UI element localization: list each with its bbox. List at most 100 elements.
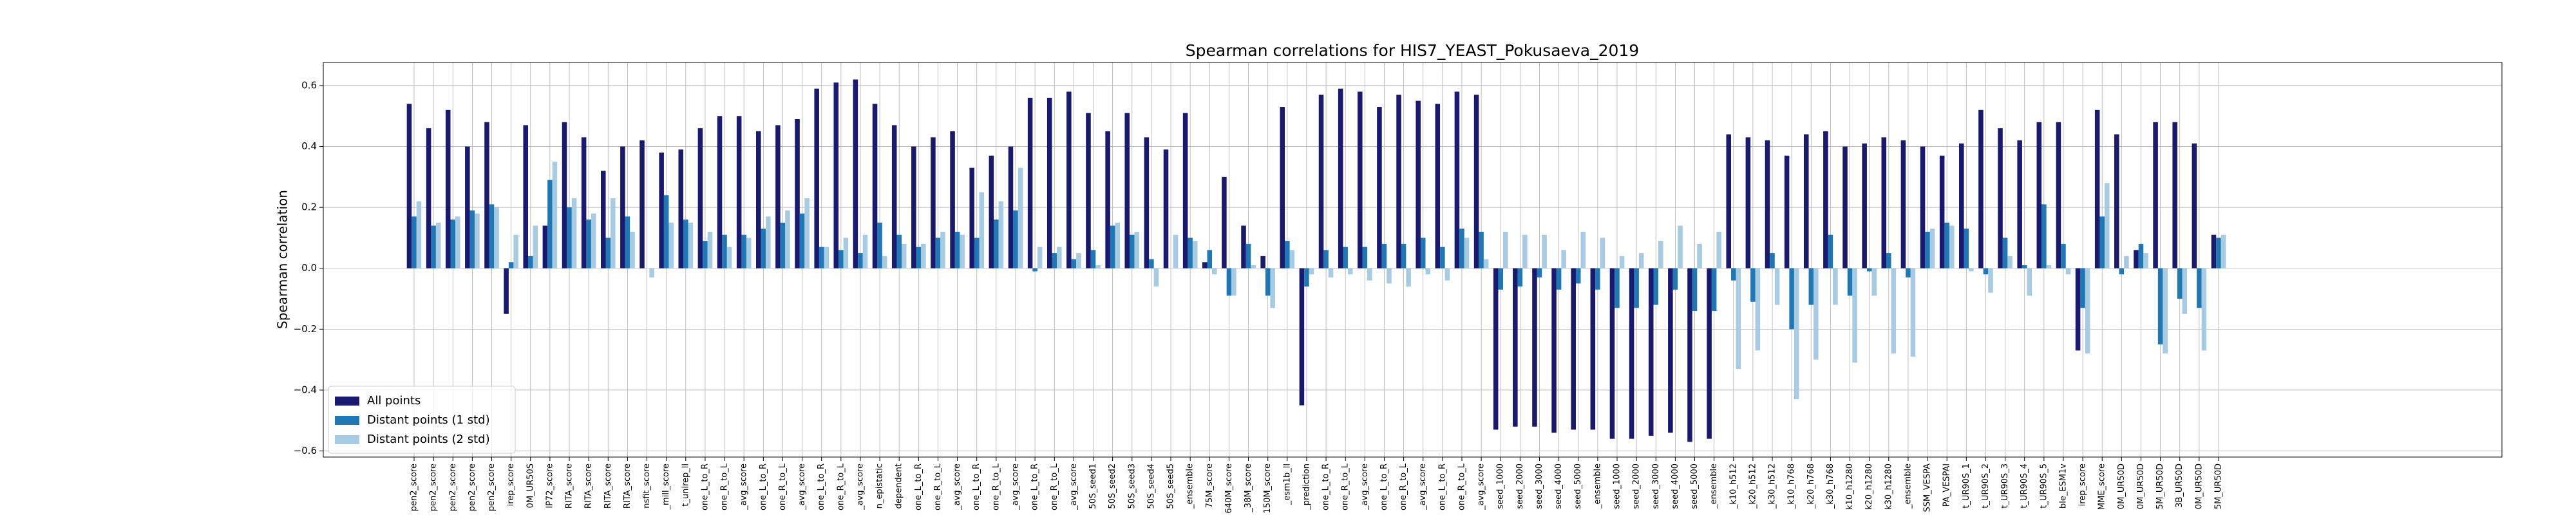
- x-tick-label: t_UR90S_1: [1962, 464, 1971, 509]
- bar: [504, 268, 509, 314]
- bar: [1658, 241, 1663, 268]
- bar: [1144, 137, 1150, 268]
- bar: [1910, 268, 1916, 357]
- x-tick-label: seed_5000: [1573, 464, 1583, 509]
- bar: [2094, 109, 2100, 268]
- x-tick-label: 50S_seed1: [1088, 464, 1098, 509]
- bar: [775, 125, 781, 268]
- y-tick-label: 0.2: [301, 201, 317, 213]
- bar: [1212, 268, 1217, 275]
- bar: [1774, 268, 1780, 305]
- bar: [1925, 231, 1930, 268]
- bar: [1794, 268, 1799, 400]
- bar: [2216, 238, 2221, 268]
- bar: [445, 109, 451, 268]
- bar: [862, 234, 868, 268]
- bar: [717, 116, 723, 268]
- x-tick-label: RITA_score: [603, 464, 613, 509]
- bar: [1245, 243, 1251, 268]
- bar: [1046, 97, 1052, 268]
- bar: [1653, 268, 1659, 305]
- bar: [1750, 268, 1756, 302]
- x-tick-label: _avg_score: [1418, 464, 1428, 510]
- bar: [412, 216, 417, 268]
- bar: [1299, 268, 1305, 406]
- bar: [630, 231, 635, 268]
- bar: [882, 256, 887, 268]
- x-tick-label: 5M_UR50D: [2155, 464, 2165, 509]
- bar: [625, 216, 630, 268]
- bar: [649, 268, 654, 277]
- bar: [1571, 268, 1576, 430]
- bar: [1066, 91, 1072, 268]
- bar: [1130, 234, 1135, 268]
- x-tick-label: _avg_score: [797, 464, 807, 510]
- bar: [2124, 256, 2129, 268]
- bar: [804, 198, 810, 268]
- bar: [591, 213, 596, 268]
- x-tick-label: _prediction: [1302, 464, 1311, 510]
- bar: [1770, 253, 1775, 268]
- x-tick-label: t_UR90S_2: [1981, 464, 1991, 509]
- bar: [1906, 268, 1911, 277]
- bar: [741, 234, 746, 268]
- x-tick-label: pen2_score: [429, 464, 439, 511]
- x-tick-label: _k10_h512: [1728, 464, 1738, 509]
- bar: [1182, 113, 1188, 268]
- x-tick-label: 640M_score: [1224, 464, 1234, 513]
- x-tick-label: _avg_score: [1360, 464, 1370, 510]
- bar: [1648, 268, 1654, 436]
- bar: [435, 222, 441, 268]
- legend-label: Distant points (1 std): [367, 413, 490, 427]
- bar: [2002, 238, 2008, 268]
- bar: [1600, 238, 1605, 268]
- bar: [668, 222, 674, 268]
- bar: [2172, 122, 2177, 268]
- bar: [2065, 268, 2071, 275]
- bar: [1425, 268, 1431, 275]
- x-tick-label: seed_2000: [1515, 464, 1525, 509]
- bar: [2163, 268, 2168, 354]
- y-axis-label: Spearman correlation: [275, 190, 290, 329]
- x-tick-label: 0M_UR50D: [2194, 464, 2204, 509]
- bar: [722, 234, 727, 268]
- bar: [824, 247, 829, 268]
- bar: [2201, 268, 2207, 351]
- bar: [1071, 259, 1077, 268]
- bar: [891, 125, 897, 268]
- bar: [1124, 113, 1130, 268]
- bar: [989, 155, 994, 268]
- bar: [1027, 97, 1033, 268]
- bar: [1387, 268, 1392, 284]
- bar: [2075, 268, 2081, 351]
- bar: [1013, 210, 1018, 268]
- x-tick-label: _k10_h768: [1787, 464, 1797, 509]
- x-tick-label: IP72_score: [545, 464, 554, 509]
- x-tick-label: _avg_score: [855, 464, 865, 510]
- bar: [1473, 95, 1479, 268]
- bar: [979, 192, 985, 268]
- bar: [877, 222, 882, 268]
- bar: [766, 216, 771, 268]
- bar: [1580, 231, 1586, 268]
- x-tick-label: seed_3000: [1535, 464, 1544, 509]
- legend-label: Distant points (2 std): [367, 433, 490, 446]
- bar: [950, 131, 955, 268]
- bar: [1939, 155, 1945, 268]
- bar: [703, 241, 708, 268]
- bar: [2138, 243, 2144, 268]
- bar: [1318, 95, 1324, 268]
- x-tick-label: t_UR90S_4: [2020, 464, 2029, 509]
- bar: [1638, 253, 1644, 268]
- bar: [2017, 140, 2022, 268]
- bar: [1765, 140, 1770, 268]
- bar: [528, 256, 533, 268]
- x-tick-label: one_L_to_R: [759, 464, 768, 510]
- bar: [1707, 268, 1712, 439]
- x-tick-label: _avg_score: [952, 464, 962, 510]
- bar: [1842, 146, 1848, 268]
- bar: [1076, 253, 1081, 268]
- bar: [1808, 268, 1814, 305]
- x-tick-label: k20_h1280: [1864, 464, 1874, 510]
